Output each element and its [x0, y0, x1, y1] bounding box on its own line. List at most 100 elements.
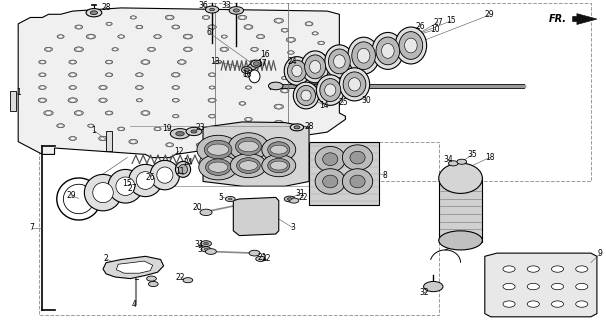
Circle shape — [168, 144, 171, 146]
Ellipse shape — [296, 85, 316, 106]
Circle shape — [71, 74, 75, 76]
Bar — [203, 3, 591, 181]
Circle shape — [270, 161, 287, 170]
Text: 36: 36 — [198, 1, 208, 10]
Circle shape — [503, 301, 515, 307]
Circle shape — [241, 102, 244, 104]
Text: 5: 5 — [219, 193, 224, 202]
Circle shape — [283, 77, 287, 79]
Polygon shape — [485, 253, 597, 317]
Circle shape — [286, 37, 296, 42]
Text: 14: 14 — [319, 100, 328, 109]
Circle shape — [106, 22, 112, 26]
Ellipse shape — [395, 27, 427, 64]
Circle shape — [184, 130, 191, 134]
Circle shape — [105, 73, 113, 77]
Text: 12: 12 — [174, 147, 184, 156]
Circle shape — [147, 47, 156, 52]
Circle shape — [47, 48, 50, 50]
Circle shape — [174, 115, 178, 117]
Polygon shape — [18, 8, 345, 157]
Circle shape — [228, 144, 233, 146]
Text: 29: 29 — [485, 11, 494, 20]
Ellipse shape — [179, 164, 188, 174]
Text: 19: 19 — [162, 124, 171, 133]
Circle shape — [39, 60, 46, 64]
Polygon shape — [103, 256, 164, 279]
Circle shape — [276, 105, 281, 108]
Circle shape — [131, 140, 136, 143]
Text: 4: 4 — [132, 300, 137, 309]
Circle shape — [250, 60, 259, 64]
Text: 26: 26 — [145, 173, 155, 182]
Circle shape — [59, 125, 62, 127]
Circle shape — [130, 16, 136, 19]
Text: 31: 31 — [295, 189, 305, 198]
Circle shape — [40, 99, 45, 101]
Circle shape — [69, 85, 76, 90]
Circle shape — [185, 48, 190, 51]
Circle shape — [71, 86, 75, 89]
Circle shape — [68, 73, 77, 77]
Circle shape — [200, 209, 212, 216]
Circle shape — [118, 35, 125, 38]
Ellipse shape — [116, 177, 135, 196]
Circle shape — [220, 47, 228, 52]
Circle shape — [136, 73, 143, 77]
Circle shape — [216, 61, 220, 63]
Circle shape — [244, 72, 253, 77]
Circle shape — [228, 198, 232, 200]
Circle shape — [294, 126, 300, 129]
Ellipse shape — [305, 55, 325, 79]
Circle shape — [289, 52, 293, 53]
Ellipse shape — [292, 65, 302, 77]
Circle shape — [259, 36, 262, 38]
Circle shape — [276, 121, 281, 124]
Circle shape — [74, 47, 84, 52]
Circle shape — [210, 99, 214, 101]
Circle shape — [119, 128, 123, 130]
Text: 17: 17 — [257, 59, 267, 68]
Circle shape — [311, 79, 319, 84]
Circle shape — [198, 144, 202, 146]
Circle shape — [41, 86, 44, 89]
Circle shape — [68, 98, 78, 103]
Circle shape — [101, 137, 105, 140]
Ellipse shape — [136, 172, 155, 189]
Circle shape — [215, 60, 222, 64]
Ellipse shape — [405, 38, 417, 53]
Polygon shape — [203, 122, 309, 186]
Circle shape — [209, 86, 215, 89]
Circle shape — [222, 36, 226, 37]
Circle shape — [178, 60, 186, 64]
Ellipse shape — [342, 169, 373, 194]
Ellipse shape — [348, 78, 361, 91]
Circle shape — [244, 25, 253, 29]
Circle shape — [225, 196, 235, 202]
Circle shape — [270, 145, 287, 154]
Ellipse shape — [301, 51, 329, 83]
Text: 31: 31 — [194, 240, 204, 249]
Ellipse shape — [439, 231, 482, 250]
Circle shape — [99, 85, 107, 90]
Text: 28: 28 — [304, 122, 314, 131]
Circle shape — [281, 88, 289, 93]
Circle shape — [69, 60, 76, 64]
Circle shape — [551, 284, 564, 290]
Circle shape — [290, 124, 304, 131]
Circle shape — [171, 73, 180, 77]
Circle shape — [138, 100, 141, 101]
Circle shape — [71, 61, 75, 63]
Text: 30: 30 — [362, 96, 371, 105]
Ellipse shape — [205, 159, 231, 175]
Ellipse shape — [372, 32, 404, 69]
Ellipse shape — [399, 32, 423, 59]
Circle shape — [143, 112, 148, 114]
Circle shape — [319, 55, 323, 57]
Circle shape — [251, 47, 258, 51]
Ellipse shape — [230, 154, 267, 178]
Circle shape — [208, 25, 216, 29]
Text: 32: 32 — [419, 288, 429, 297]
Circle shape — [185, 35, 190, 38]
Circle shape — [148, 282, 158, 287]
